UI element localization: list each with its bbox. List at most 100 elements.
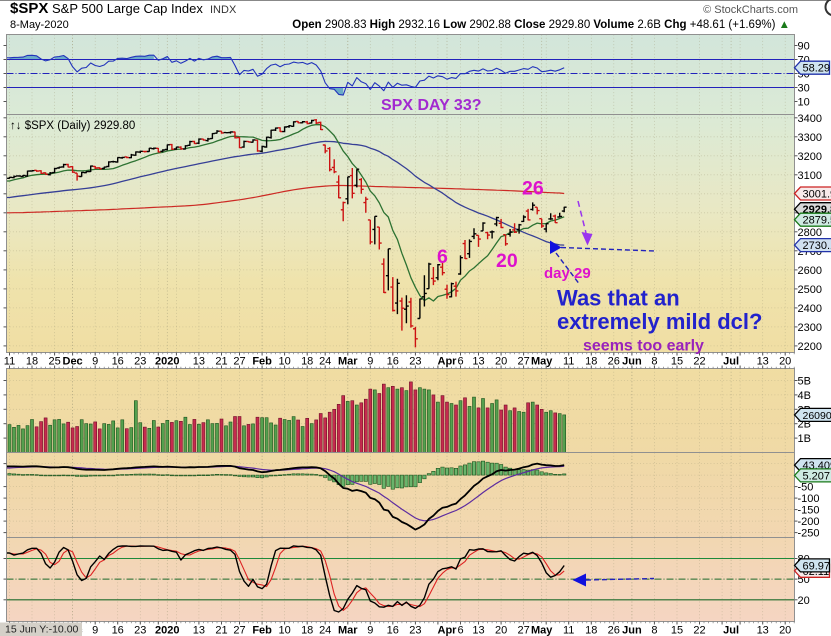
svg-text:10: 10	[278, 356, 290, 368]
svg-text:INDX: INDX	[210, 4, 237, 16]
svg-text:26: 26	[522, 178, 544, 200]
svg-text:-200: -200	[798, 516, 820, 528]
svg-text:9: 9	[92, 625, 98, 636]
svg-text:9: 9	[367, 625, 373, 636]
svg-text:3001.9: 3001.9	[803, 189, 831, 201]
svg-text:2020: 2020	[155, 625, 179, 636]
svg-text:Jun: Jun	[622, 625, 642, 636]
svg-text:Dec: Dec	[63, 356, 83, 368]
svg-text:5B: 5B	[798, 376, 811, 388]
svg-text:2020: 2020	[155, 356, 179, 368]
svg-text:9: 9	[367, 356, 373, 368]
svg-text:18: 18	[26, 356, 38, 368]
svg-text:11: 11	[563, 356, 574, 368]
svg-text:May: May	[531, 625, 553, 636]
svg-text:23: 23	[409, 356, 421, 368]
svg-text:27: 27	[233, 625, 245, 636]
svg-text:90: 90	[798, 41, 810, 53]
svg-text:23: 23	[134, 625, 146, 636]
svg-text:Apr: Apr	[438, 356, 458, 368]
svg-text:-50: -50	[798, 482, 814, 494]
svg-text:Jul: Jul	[723, 625, 739, 636]
svg-text:2400: 2400	[798, 303, 822, 315]
svg-text:20: 20	[779, 356, 791, 368]
svg-text:seems too early: seems too early	[583, 338, 704, 355]
svg-text:21: 21	[215, 625, 227, 636]
svg-text:Mar: Mar	[338, 625, 358, 636]
svg-text:8-May-2020: 8-May-2020	[10, 19, 69, 31]
svg-text:15: 15	[671, 625, 683, 636]
svg-text:13: 13	[193, 356, 205, 368]
svg-text:9: 9	[92, 356, 98, 368]
svg-text:2730.1: 2730.1	[803, 240, 831, 252]
svg-text:4B: 4B	[798, 390, 811, 402]
svg-text:6: 6	[457, 625, 463, 636]
svg-text:18: 18	[301, 356, 313, 368]
svg-text:2600: 2600	[798, 265, 822, 277]
svg-text:22: 22	[693, 625, 705, 636]
svg-text:2800: 2800	[798, 227, 822, 239]
svg-text:1B: 1B	[798, 433, 811, 445]
svg-text:16: 16	[387, 625, 399, 636]
svg-text:-100: -100	[798, 493, 820, 505]
svg-text:SPX DAY 33?: SPX DAY 33?	[381, 97, 482, 114]
svg-text:5.207: 5.207	[803, 470, 831, 482]
svg-text:15 Jun Y:-10.00: 15 Jun Y:-10.00	[5, 624, 79, 636]
svg-text:13: 13	[472, 356, 484, 368]
svg-text:27: 27	[517, 356, 529, 368]
svg-text:Open 2908.83 High 2932.16 Low: Open 2908.83 High 2932.16 Low 2902.88 Cl…	[292, 19, 790, 31]
svg-text:Feb: Feb	[252, 356, 272, 368]
svg-text:23: 23	[409, 625, 421, 636]
svg-text:10: 10	[278, 625, 290, 636]
svg-text:-250: -250	[798, 528, 820, 540]
svg-text:May: May	[531, 356, 553, 368]
svg-text:18: 18	[585, 625, 597, 636]
svg-text:3300: 3300	[798, 132, 822, 144]
svg-text:-150: -150	[798, 505, 820, 517]
svg-text:18: 18	[585, 356, 597, 368]
svg-text:20: 20	[798, 595, 810, 607]
svg-text:Was that an: Was that an	[557, 286, 680, 311]
svg-text:Apr: Apr	[438, 625, 458, 636]
svg-text:Jul: Jul	[723, 356, 739, 368]
svg-text:2879.5: 2879.5	[803, 215, 831, 227]
svg-text:day 29: day 29	[544, 265, 591, 282]
svg-text:13: 13	[193, 625, 205, 636]
svg-text:13: 13	[757, 356, 769, 368]
svg-text:3400: 3400	[798, 113, 822, 125]
svg-text:58.29: 58.29	[803, 63, 831, 75]
svg-text:11: 11	[4, 356, 15, 368]
svg-text:Feb: Feb	[252, 625, 272, 636]
svg-text:27: 27	[233, 356, 245, 368]
svg-text:26: 26	[608, 625, 620, 636]
svg-text:extremely mild dcl?: extremely mild dcl?	[557, 309, 762, 334]
svg-text:15: 15	[671, 356, 683, 368]
svg-text:© StockCharts.com: © StockCharts.com	[703, 4, 798, 16]
svg-text:S&P 500 Large Cap Index: S&P 500 Large Cap Index	[52, 1, 203, 16]
svg-text:Jun: Jun	[622, 356, 642, 368]
svg-text:Mar: Mar	[338, 356, 358, 368]
svg-text:13: 13	[472, 625, 484, 636]
svg-text:69.97: 69.97	[803, 560, 831, 572]
svg-text:2500: 2500	[798, 284, 822, 296]
svg-text:2300: 2300	[798, 322, 822, 334]
svg-text:16: 16	[112, 356, 124, 368]
svg-text:3100: 3100	[798, 170, 822, 182]
svg-text:22: 22	[693, 356, 705, 368]
svg-text:↑↓ $SPX (Daily) 2929.80: ↑↓ $SPX (Daily) 2929.80	[10, 120, 135, 132]
svg-text:30: 30	[798, 83, 810, 95]
svg-text:8: 8	[651, 356, 657, 368]
svg-text:24: 24	[319, 356, 331, 368]
svg-text:24: 24	[319, 625, 331, 636]
svg-text:16: 16	[387, 356, 399, 368]
svg-text:10: 10	[798, 97, 810, 109]
svg-text:21: 21	[215, 356, 227, 368]
svg-text:6: 6	[457, 356, 463, 368]
svg-text:20: 20	[495, 356, 507, 368]
svg-text:26: 26	[608, 356, 620, 368]
svg-text:20: 20	[779, 625, 791, 636]
svg-text:3200: 3200	[798, 151, 822, 163]
svg-text:20: 20	[495, 625, 507, 636]
svg-text:18: 18	[301, 625, 313, 636]
svg-text:13: 13	[757, 625, 769, 636]
